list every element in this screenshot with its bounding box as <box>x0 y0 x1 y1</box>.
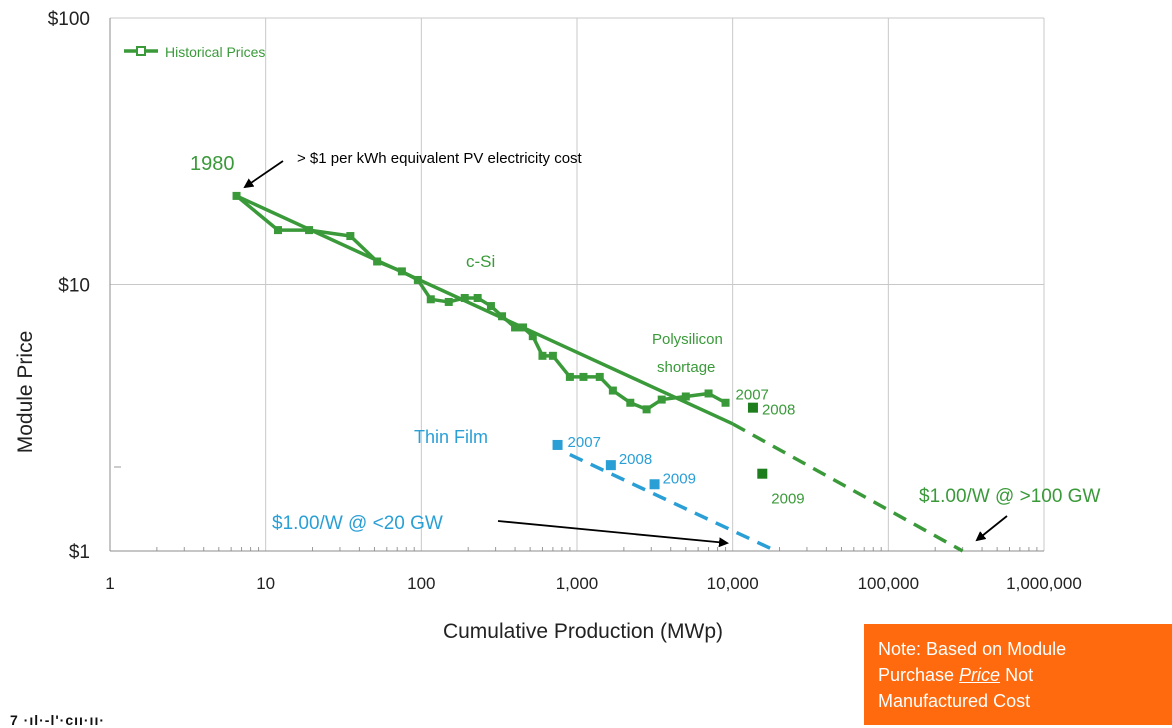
annotation-arrows <box>243 160 1008 548</box>
historical-price-marker <box>626 398 635 407</box>
historical-price-marker <box>681 392 690 401</box>
data-point-label: 2009 <box>663 470 696 487</box>
historical-price-marker <box>565 372 574 381</box>
historical-price-marker <box>460 293 469 302</box>
y-axis-tick-labels: $100 $10 $1 <box>48 9 90 563</box>
historical-price-marker <box>373 257 382 266</box>
data-point-marker <box>605 460 616 471</box>
legend-swatch-marker <box>136 46 146 56</box>
historical-price-marker <box>642 405 651 414</box>
trend-lines <box>235 194 964 553</box>
legend-label: Historical Prices <box>165 44 265 60</box>
historical-price-marker <box>579 372 588 381</box>
historical-price-series <box>232 191 730 414</box>
trend-line-dashed <box>569 453 777 553</box>
data-point-label: 2009 <box>771 491 804 508</box>
historical-price-marker <box>721 398 730 407</box>
y-tick-label: $1 <box>69 542 90 563</box>
annotation-csi-target: $1.00/W @ >100 GW <box>919 486 1100 507</box>
data-point-marker <box>649 479 660 490</box>
annotation-thin-film-target: $1.00/W @ <20 GW <box>272 513 443 534</box>
cut-off-footer-text: 7 ·ıl·-l'·cıı·ıı· <box>10 712 105 728</box>
arrow-to-20gw <box>497 520 729 548</box>
historical-price-marker <box>413 275 422 284</box>
y-tick-label: $10 <box>58 276 90 297</box>
x-axis-tick-labels: 1 10 100 1,000 10,000 100,000 1,000,000 <box>105 574 1082 593</box>
note-line-2-prefix: Purchase <box>878 665 960 685</box>
chart-legend: Historical Prices <box>124 44 265 60</box>
historical-price-marker <box>519 323 528 332</box>
y-tick-label: $100 <box>48 9 90 30</box>
data-point-marker <box>552 439 563 450</box>
x-tick-label: 1 <box>105 574 114 593</box>
chart-grid <box>110 17 1045 552</box>
note-box: Note: Based on Module Purchase Price Not… <box>864 624 1172 725</box>
historical-price-marker <box>538 351 547 360</box>
arrow-to-100gw <box>975 515 1008 542</box>
annotation-1980: 1980 <box>190 153 235 175</box>
trend-line-dashed <box>731 422 964 553</box>
historical-price-marker <box>528 332 537 341</box>
annotation-2007-csi: 2007 <box>736 387 769 404</box>
x-tick-label: 1,000 <box>556 574 599 593</box>
arrow-to-1980 <box>243 160 284 189</box>
x-axis-label: Cumulative Production (MWp) <box>443 620 723 643</box>
x-axis-minor-ticks <box>156 547 1038 551</box>
data-point-marker <box>747 402 758 413</box>
x-tick-label: 10 <box>256 574 275 593</box>
x-tick-label: 10,000 <box>707 574 759 593</box>
chart-axes <box>109 18 1044 552</box>
historical-price-marker <box>704 389 713 398</box>
x-tick-label: 100 <box>407 574 435 593</box>
historical-price-marker <box>232 191 241 200</box>
annotation-c-si: c-Si <box>466 252 495 271</box>
historical-price-marker <box>273 226 282 235</box>
historical-price-marker <box>444 297 453 306</box>
historical-price-marker <box>397 267 406 276</box>
data-point-label: 2008 <box>619 451 652 468</box>
x-tick-label: 1,000,000 <box>1006 574 1082 593</box>
data-point-label: 2008 <box>762 402 795 419</box>
historical-price-marker <box>426 295 435 304</box>
historical-price-marker <box>511 323 520 332</box>
historical-price-marker <box>305 226 314 235</box>
highlight-points <box>552 402 768 490</box>
y-axis-label: Module Price <box>14 331 37 454</box>
note-line-3: Manufactured Cost <box>878 691 1031 711</box>
historical-price-marker <box>486 302 495 311</box>
note-line-1: Note: Based on Module <box>878 639 1067 659</box>
historical-price-marker <box>595 372 604 381</box>
annotation-thin-film: Thin Film <box>414 427 488 447</box>
annotation-electricity-cost: > $1 per kWh equivalent PV electricity c… <box>297 150 583 167</box>
trend-line-solid <box>235 194 734 426</box>
data-point-marker <box>757 468 768 479</box>
historical-price-marker <box>608 386 617 395</box>
historical-price-marker <box>657 395 666 404</box>
historical-price-marker <box>498 312 507 321</box>
annotation-polysilicon: Polysilicon <box>652 331 723 348</box>
annotation-shortage: shortage <box>657 359 715 376</box>
note-line-2-emphasis: Price <box>959 665 1001 685</box>
historical-price-marker <box>548 351 557 360</box>
historical-price-marker <box>346 232 355 241</box>
data-point-label: 2007 <box>568 434 601 451</box>
note-line-2-suffix: Not <box>1000 665 1034 685</box>
historical-price-marker <box>473 293 482 302</box>
note-line-2: Purchase Price Not <box>878 662 1162 688</box>
x-tick-label: 100,000 <box>858 574 919 593</box>
